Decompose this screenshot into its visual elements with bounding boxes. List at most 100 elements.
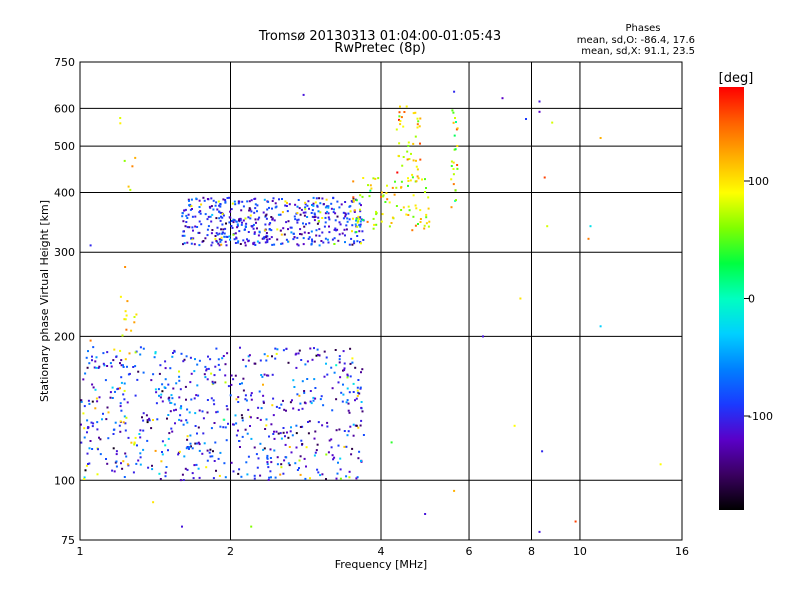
data-point	[260, 374, 263, 376]
data-point	[343, 369, 346, 372]
data-point	[298, 207, 301, 210]
data-point	[400, 180, 403, 183]
data-point	[350, 453, 353, 456]
data-point	[198, 244, 201, 247]
data-point	[190, 372, 193, 375]
data-point	[306, 204, 309, 207]
data-point	[222, 228, 225, 231]
data-point	[268, 435, 270, 438]
data-point	[120, 381, 123, 384]
data-point	[254, 244, 257, 246]
data-point	[193, 464, 196, 467]
data-point	[167, 449, 169, 452]
plot-frame	[79, 61, 683, 541]
data-point	[351, 361, 354, 364]
data-point	[356, 225, 359, 228]
data-point	[150, 427, 153, 430]
data-point	[219, 205, 222, 208]
data-point	[142, 429, 145, 432]
data-point	[304, 203, 307, 206]
data-point	[321, 473, 324, 476]
data-point	[290, 451, 293, 454]
data-point	[283, 233, 286, 236]
x-tick-label: 8	[528, 545, 535, 558]
data-point	[427, 196, 430, 199]
data-point	[341, 232, 344, 235]
data-point	[303, 214, 306, 217]
data-point	[452, 183, 455, 186]
data-point	[152, 419, 154, 421]
data-point	[238, 230, 241, 233]
data-point	[333, 371, 336, 374]
data-point	[219, 203, 222, 206]
data-point	[229, 210, 232, 213]
data-point	[142, 347, 145, 350]
data-point	[245, 461, 248, 464]
data-point	[206, 399, 209, 401]
data-point	[171, 397, 174, 400]
data-point	[299, 473, 302, 476]
data-point	[342, 383, 344, 386]
data-point	[148, 417, 151, 420]
data-point	[348, 243, 351, 246]
data-point	[313, 437, 316, 440]
data-point	[390, 441, 393, 444]
data-point	[271, 200, 274, 202]
data-point	[166, 417, 168, 420]
data-point	[250, 525, 253, 528]
data-point	[227, 385, 230, 388]
data-point	[395, 205, 398, 207]
data-point	[334, 219, 337, 222]
data-point	[317, 210, 320, 213]
data-point	[330, 446, 333, 449]
data-point	[296, 219, 299, 222]
data-point	[126, 300, 129, 303]
data-point	[599, 325, 602, 328]
data-point	[181, 525, 183, 528]
data-point	[311, 240, 314, 243]
data-point	[310, 242, 313, 245]
data-point	[262, 383, 264, 386]
data-point	[173, 409, 175, 412]
data-point	[258, 216, 261, 219]
data-point	[210, 205, 213, 208]
data-point	[198, 409, 201, 412]
data-point	[106, 351, 109, 354]
data-point	[456, 145, 459, 147]
data-point	[303, 231, 306, 234]
data-point	[407, 144, 410, 147]
data-point	[319, 211, 322, 214]
data-point	[271, 207, 273, 210]
data-point	[349, 205, 352, 208]
data-point	[109, 396, 112, 399]
data-point	[248, 207, 251, 210]
data-point	[221, 357, 224, 360]
data-point	[183, 242, 186, 245]
data-point	[211, 213, 214, 216]
data-point	[248, 209, 251, 212]
data-point	[154, 351, 157, 354]
data-point	[180, 405, 183, 408]
data-point	[214, 441, 217, 444]
data-point	[186, 217, 189, 219]
data-point	[388, 201, 391, 204]
data-point	[187, 213, 190, 216]
data-point	[84, 469, 87, 472]
data-point	[139, 452, 142, 455]
data-point	[241, 200, 244, 203]
data-point	[189, 356, 192, 359]
y-ticks: 75 100 200 300 400 500 600 750	[54, 56, 75, 547]
data-point	[105, 458, 107, 460]
data-point	[346, 374, 349, 377]
data-point	[218, 232, 221, 235]
data-point	[453, 134, 456, 137]
data-point	[229, 238, 231, 241]
data-point	[311, 215, 314, 218]
data-point	[313, 216, 316, 219]
data-point	[125, 328, 128, 331]
data-point	[454, 189, 457, 192]
data-point	[352, 180, 355, 183]
data-point	[161, 390, 164, 393]
data-point	[417, 120, 420, 123]
data-point	[303, 457, 306, 460]
